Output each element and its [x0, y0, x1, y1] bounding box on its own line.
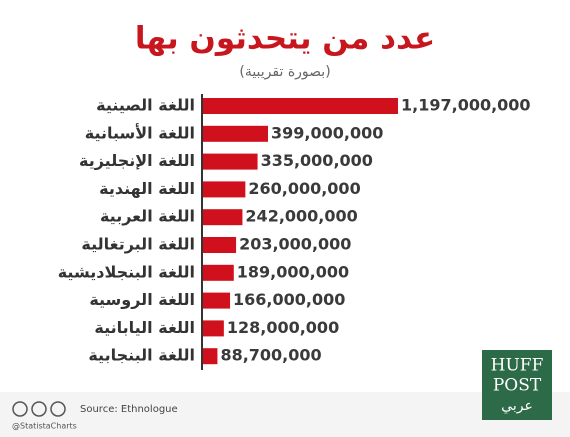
- category-label: اللغة الهندية: [99, 179, 195, 198]
- bar: [203, 264, 234, 281]
- logo-text: HUFF: [491, 356, 544, 376]
- value-label: 335,000,000: [261, 151, 373, 170]
- value-label: 1,197,000,000: [401, 96, 531, 115]
- category-label: اللغة البرتغالية: [81, 235, 195, 254]
- value-label: 189,000,000: [237, 262, 349, 281]
- value-label: 88,700,000: [220, 346, 321, 365]
- category-label: اللغة الصينية: [96, 96, 195, 115]
- value-label: 128,000,000: [227, 318, 339, 337]
- category-label: اللغة البنجابية: [88, 346, 195, 365]
- category-label: اللغة الأسبانية: [85, 123, 195, 142]
- value-label: 399,000,000: [271, 123, 383, 142]
- bar: [203, 153, 258, 170]
- value-label: 166,000,000: [233, 290, 345, 309]
- cc-icons: [12, 401, 66, 417]
- chart-subtitle: (بصورة تقريبية): [239, 64, 330, 80]
- value-label: 203,000,000: [239, 235, 351, 254]
- category-label: اللغة العربية: [100, 207, 195, 226]
- bar: [203, 181, 246, 198]
- bar: [203, 125, 268, 142]
- bar: [203, 209, 243, 226]
- logo-text: عربي: [501, 398, 533, 414]
- credit: @StatistaCharts: [12, 422, 77, 431]
- value-label: 260,000,000: [248, 179, 360, 198]
- bar: [203, 348, 218, 365]
- source: Source: Ethnologue: [80, 404, 178, 415]
- bar: [203, 237, 237, 253]
- bar: [203, 320, 224, 337]
- category-label: اللغة اليابانية: [94, 318, 195, 337]
- category-label: اللغة الروسية: [89, 290, 195, 309]
- category-label: اللغة الإنجليزية: [79, 151, 195, 170]
- chart-title: عدد من يتحدثون بها: [135, 21, 435, 57]
- footer-band: [0, 392, 570, 437]
- bar: [203, 98, 398, 114]
- bar: [203, 292, 231, 309]
- logo-box: [482, 350, 552, 420]
- category-label: اللغة البنجلاديشية: [58, 262, 195, 281]
- value-label: 242,000,000: [245, 207, 357, 226]
- logo-text: POST: [493, 376, 542, 396]
